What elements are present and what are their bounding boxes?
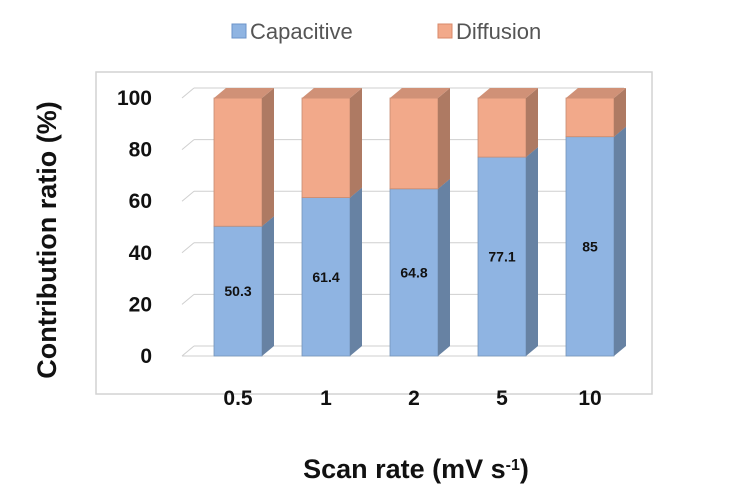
bar-front xyxy=(389,188,439,357)
gridline-depth-100 xyxy=(181,87,195,99)
bar-side xyxy=(438,88,450,189)
legend-label-diffusion: Diffusion xyxy=(456,19,541,44)
data-label-capacitive: 61.4 xyxy=(312,269,339,285)
bar-front xyxy=(565,136,615,357)
x-tick-label: 5 xyxy=(496,387,508,410)
legend-swatch-diffusion xyxy=(437,23,453,39)
bar-diffusion-0.5 xyxy=(213,88,274,227)
gridline-depth-0 xyxy=(181,345,195,357)
data-label-capacitive: 50.3 xyxy=(224,283,251,299)
bar-side xyxy=(526,147,538,356)
bar-side xyxy=(614,126,626,356)
bar-front xyxy=(565,97,615,138)
bar-top xyxy=(566,88,626,98)
bar-side xyxy=(526,88,538,158)
gridline-depth-60 xyxy=(181,190,195,202)
bar-top xyxy=(214,88,274,98)
bars xyxy=(213,88,626,357)
y-tick-label: 100 xyxy=(117,87,152,110)
data-label-capacitive: 77.1 xyxy=(488,249,515,265)
y-tick-label: 80 xyxy=(129,139,152,162)
y-tick-label: 40 xyxy=(129,242,152,265)
y-tick-label: 0 xyxy=(140,345,152,368)
data-label-capacitive: 85 xyxy=(582,238,598,254)
x-tick-labels: 0.5 1 2 5 10 xyxy=(223,387,601,410)
bar-diffusion-5 xyxy=(477,88,538,158)
bar-front xyxy=(213,97,263,227)
bar-side xyxy=(262,216,274,356)
x-tick-label: 10 xyxy=(578,387,601,410)
data-label-capacitive: 64.8 xyxy=(400,264,427,280)
gridline-depth-40 xyxy=(181,242,195,254)
y-tick-label: 60 xyxy=(129,190,152,213)
bar-front xyxy=(389,97,439,190)
bar-top xyxy=(478,88,538,98)
bar-side xyxy=(350,187,362,356)
x-tick-label: 1 xyxy=(320,387,332,410)
x-axis-title-sup: -1 xyxy=(506,457,520,474)
y-tick-label: 20 xyxy=(129,293,152,316)
bar-side xyxy=(438,178,450,356)
y-tick-labels: 0 20 40 60 80 100 xyxy=(117,87,152,368)
bar-front xyxy=(301,97,351,198)
data-labels: 50.3 61.4 64.8 77.1 85 xyxy=(224,238,598,299)
x-tick-label: 2 xyxy=(408,387,420,410)
bar-diffusion-10 xyxy=(565,88,626,138)
y-axis-title: Contribution ratio (%) xyxy=(32,101,62,378)
bar-capacitive-2 xyxy=(389,178,450,357)
gridline-depth-20 xyxy=(181,294,195,305)
bar-diffusion-2 xyxy=(389,88,450,190)
bar-side xyxy=(262,88,274,227)
bar-top xyxy=(390,88,450,98)
bar-front xyxy=(477,156,527,357)
x-axis-title: Scan rate (mV s-1) xyxy=(303,454,529,484)
bar-side xyxy=(614,88,626,137)
bar-diffusion-1 xyxy=(301,88,362,198)
bar-front xyxy=(477,97,527,158)
legend: Capacitive Diffusion xyxy=(231,19,541,44)
x-tick-label: 0.5 xyxy=(223,387,253,410)
x-axis-title-main: Scan rate (mV s xyxy=(303,454,506,484)
plot-frame xyxy=(95,71,653,395)
legend-label-capacitive: Capacitive xyxy=(250,19,353,44)
gridline-depth-80 xyxy=(181,139,195,150)
x-axis-title-end: ) xyxy=(520,454,529,484)
legend-swatch-capacitive xyxy=(231,23,247,39)
bar-top xyxy=(302,88,362,98)
bar-side xyxy=(350,88,362,198)
bar-front xyxy=(213,225,263,357)
bar-capacitive-10 xyxy=(565,126,626,357)
